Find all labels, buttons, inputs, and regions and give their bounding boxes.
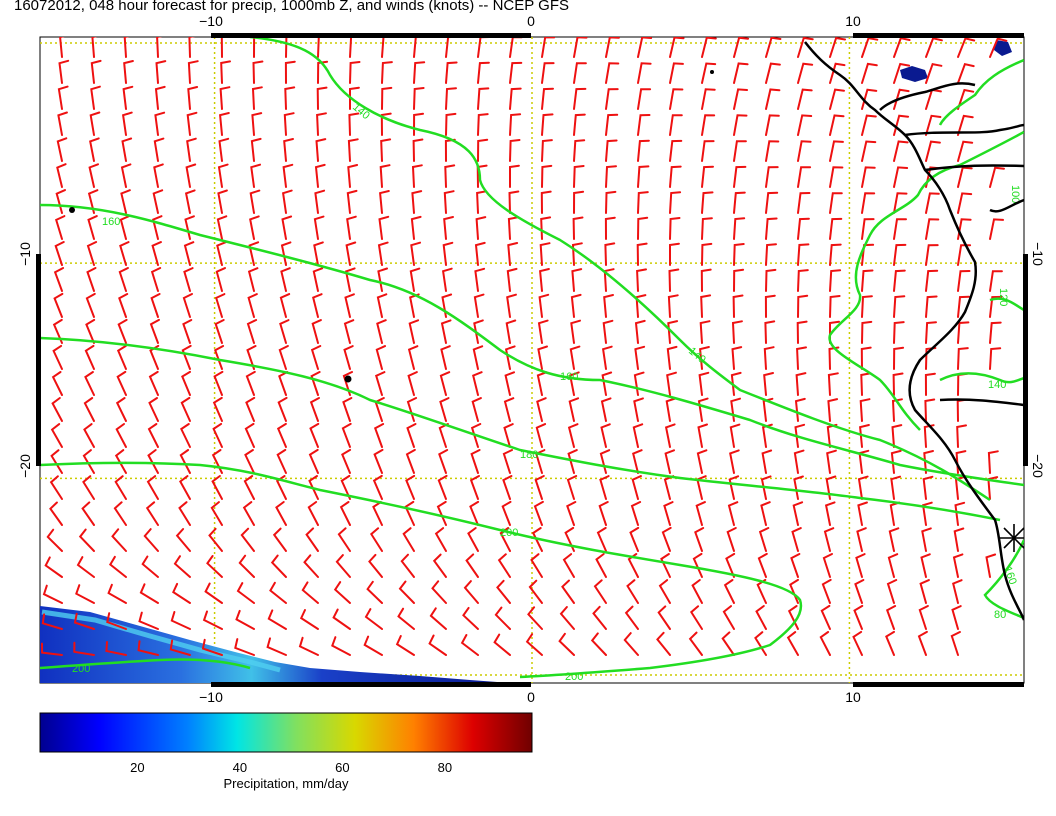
contour-label: 160 — [102, 216, 120, 228]
colorbar-tick-label: 40 — [233, 760, 247, 775]
contour-label: 140 — [988, 379, 1006, 391]
island — [710, 70, 714, 74]
colorbar-ticks: 20 40 60 80 — [130, 760, 452, 775]
lon-tick-label: −10 — [199, 13, 223, 29]
colorbar-gradient — [40, 713, 532, 752]
contour-label: 200 — [565, 671, 583, 683]
contour-label: 160 — [560, 371, 578, 383]
colorbar-tick-label: 80 — [438, 760, 452, 775]
colorbar-tick-label: 60 — [335, 760, 349, 775]
lat-tick-label: −20 — [17, 454, 33, 478]
contour-label: 200 — [72, 663, 90, 675]
lon-ticks-bottom: −10 0 10 — [199, 689, 861, 705]
colorbar: 20 40 60 80 Precipitation, mm/day — [40, 713, 532, 791]
contour-label: 80 — [994, 609, 1006, 621]
lat-ticks-right: −10 −20 — [1030, 242, 1046, 478]
colorbar-tick-label: 20 — [130, 760, 144, 775]
lon-tick-label: 10 — [845, 13, 861, 29]
contour-label: 100 — [1009, 185, 1021, 203]
lon-tick-label: 0 — [527, 689, 535, 705]
lat-ticks-left: −10 −20 — [17, 242, 33, 478]
lat-tick-label: −10 — [1030, 242, 1046, 266]
island — [345, 376, 352, 383]
lat-tick-label: −10 — [17, 242, 33, 266]
contour-label: 120 — [997, 288, 1009, 306]
lon-tick-label: 10 — [845, 689, 861, 705]
colorbar-label: Precipitation, mm/day — [224, 776, 349, 791]
lon-tick-label: −10 — [199, 689, 223, 705]
station-marker — [1000, 524, 1028, 552]
island — [69, 207, 75, 213]
contour-label: 180 — [520, 449, 538, 461]
lon-tick-label: 0 — [527, 13, 535, 29]
lon-ticks-top: −10 0 10 — [199, 13, 861, 29]
lat-tick-label: −20 — [1030, 454, 1046, 478]
contour-label: 200 — [500, 527, 518, 539]
